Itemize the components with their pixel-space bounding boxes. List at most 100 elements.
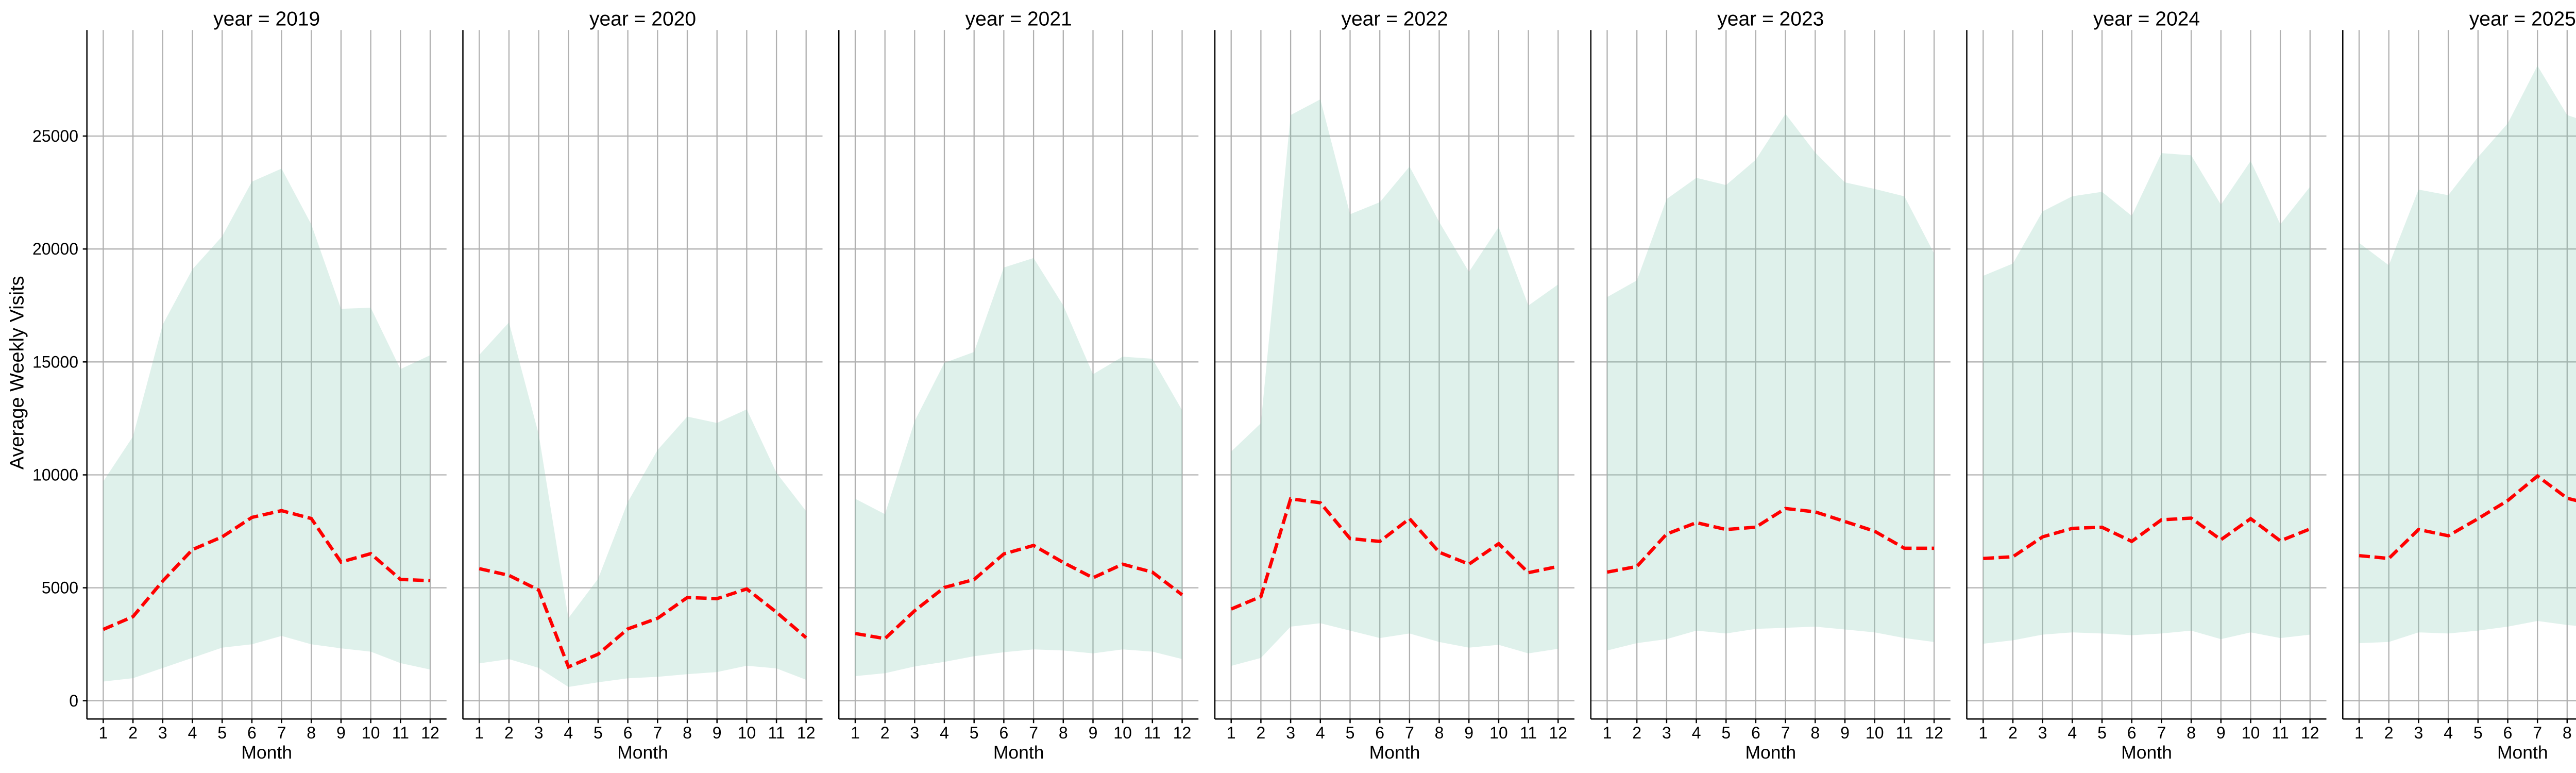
svg-text:11: 11 (768, 724, 785, 742)
svg-text:1: 1 (1603, 724, 1612, 742)
svg-text:4: 4 (188, 724, 197, 742)
svg-text:10: 10 (1489, 724, 1508, 742)
svg-text:5: 5 (2473, 724, 2483, 742)
svg-text:10: 10 (1866, 724, 1884, 742)
svg-text:2: 2 (128, 724, 138, 742)
svg-text:3: 3 (910, 724, 919, 742)
svg-text:12: 12 (1173, 724, 1192, 742)
svg-text:6: 6 (623, 724, 633, 742)
svg-text:10: 10 (2242, 724, 2260, 742)
svg-text:8: 8 (2187, 724, 2196, 742)
svg-text:year = 2019: year = 2019 (213, 8, 320, 30)
svg-text:10: 10 (738, 724, 756, 742)
svg-text:2: 2 (880, 724, 890, 742)
svg-text:6: 6 (2127, 724, 2137, 742)
svg-text:10: 10 (362, 724, 380, 742)
svg-text:1: 1 (2354, 724, 2364, 742)
svg-text:Month: Month (2497, 742, 2548, 763)
svg-text:2: 2 (1632, 724, 1641, 742)
svg-text:12: 12 (421, 724, 439, 742)
svg-text:8: 8 (1435, 724, 1444, 742)
svg-text:7: 7 (1029, 724, 1038, 742)
svg-text:5000: 5000 (42, 579, 78, 597)
svg-text:4: 4 (2067, 724, 2077, 742)
svg-text:5: 5 (1346, 724, 1355, 742)
svg-text:1: 1 (474, 724, 484, 742)
svg-text:20000: 20000 (32, 240, 78, 258)
svg-text:7: 7 (277, 724, 286, 742)
svg-text:Month: Month (993, 742, 1044, 763)
svg-text:4: 4 (940, 724, 949, 742)
svg-text:Month: Month (2121, 742, 2172, 763)
svg-text:5: 5 (1721, 724, 1731, 742)
svg-text:7: 7 (1405, 724, 1414, 742)
svg-text:6: 6 (2503, 724, 2513, 742)
svg-text:7: 7 (1781, 724, 1790, 742)
svg-text:8: 8 (307, 724, 316, 742)
svg-text:7: 7 (2533, 724, 2542, 742)
svg-text:9: 9 (713, 724, 722, 742)
svg-text:12: 12 (1925, 724, 1943, 742)
svg-text:25000: 25000 (32, 127, 78, 145)
svg-text:Month: Month (1369, 742, 1420, 763)
svg-text:2: 2 (1257, 724, 1266, 742)
svg-text:9: 9 (1840, 724, 1850, 742)
svg-text:11: 11 (2272, 724, 2289, 742)
svg-text:Month: Month (1745, 742, 1796, 763)
svg-text:8: 8 (683, 724, 692, 742)
svg-text:0: 0 (69, 692, 78, 710)
svg-text:1: 1 (1978, 724, 1988, 742)
svg-text:9: 9 (1464, 724, 1473, 742)
svg-text:Month: Month (241, 742, 292, 763)
svg-text:9: 9 (2216, 724, 2226, 742)
svg-text:5: 5 (970, 724, 979, 742)
svg-text:5: 5 (2097, 724, 2107, 742)
svg-text:9: 9 (336, 724, 346, 742)
svg-text:6: 6 (1751, 724, 1760, 742)
svg-text:3: 3 (1662, 724, 1671, 742)
svg-text:year = 2020: year = 2020 (589, 8, 696, 30)
svg-text:6: 6 (999, 724, 1009, 742)
svg-text:10: 10 (1113, 724, 1132, 742)
svg-text:12: 12 (2301, 724, 2319, 742)
svg-text:8: 8 (1810, 724, 1820, 742)
svg-text:4: 4 (1316, 724, 1325, 742)
svg-text:4: 4 (564, 724, 573, 742)
svg-text:6: 6 (247, 724, 257, 742)
svg-text:8: 8 (1059, 724, 1068, 742)
svg-text:year = 2022: year = 2022 (1341, 8, 1448, 30)
svg-text:3: 3 (2414, 724, 2424, 742)
svg-text:12: 12 (1549, 724, 1568, 742)
svg-text:11: 11 (1520, 724, 1537, 742)
svg-text:2: 2 (504, 724, 514, 742)
svg-text:3: 3 (2038, 724, 2047, 742)
svg-text:4: 4 (1692, 724, 1701, 742)
svg-text:Average Weekly Visits: Average Weekly Visits (7, 276, 28, 469)
svg-text:3: 3 (1286, 724, 1295, 742)
svg-text:8: 8 (2563, 724, 2572, 742)
svg-text:11: 11 (1144, 724, 1161, 742)
svg-text:year = 2021: year = 2021 (965, 8, 1072, 30)
svg-text:2: 2 (2008, 724, 2018, 742)
svg-text:9: 9 (1089, 724, 1098, 742)
svg-text:5: 5 (594, 724, 603, 742)
svg-text:12: 12 (797, 724, 816, 742)
svg-text:1: 1 (99, 724, 108, 742)
svg-text:11: 11 (392, 724, 409, 742)
svg-text:11: 11 (1896, 724, 1913, 742)
svg-text:6: 6 (1375, 724, 1384, 742)
svg-text:1: 1 (851, 724, 860, 742)
svg-text:7: 7 (653, 724, 662, 742)
svg-text:year = 2024: year = 2024 (2093, 8, 2200, 30)
svg-text:3: 3 (534, 724, 544, 742)
svg-text:7: 7 (2157, 724, 2166, 742)
svg-text:2: 2 (2384, 724, 2394, 742)
svg-text:5: 5 (217, 724, 227, 742)
svg-text:4: 4 (2444, 724, 2453, 742)
svg-text:15000: 15000 (32, 352, 78, 371)
svg-text:3: 3 (158, 724, 167, 742)
svg-text:Month: Month (617, 742, 668, 763)
svg-text:year = 2025: year = 2025 (2469, 8, 2576, 30)
svg-text:1: 1 (1227, 724, 1236, 742)
svg-text:year = 2023: year = 2023 (1717, 8, 1824, 30)
